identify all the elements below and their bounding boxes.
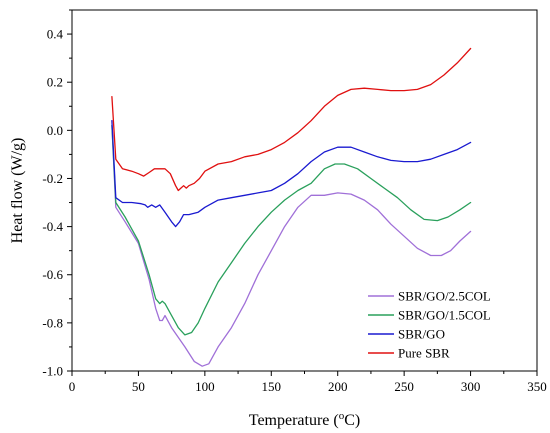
y-tick-label: -0.2	[42, 171, 63, 186]
y-tick-label: -0.8	[42, 315, 63, 330]
y-tick-label: -0.4	[42, 219, 63, 234]
series-line-1	[111, 124, 472, 336]
y-tick-label: 0.0	[47, 123, 63, 138]
x-tick-label: 200	[328, 379, 348, 394]
x-tick-label: 250	[394, 379, 414, 394]
legend-label: SBR/GO/1.5COL	[398, 308, 491, 323]
x-tick-label: 50	[132, 379, 145, 394]
x-axis-title-main: Temperature (	[249, 412, 339, 429]
series-line-3	[111, 47, 472, 192]
y-tick-label: -0.6	[42, 267, 63, 282]
y-axis-title: Heat flow (W/g)	[9, 138, 26, 244]
legend-label: SBR/GO	[398, 327, 445, 342]
series-line-0	[111, 124, 472, 367]
x-tick-label: 0	[69, 379, 76, 394]
x-tick-label: 100	[195, 379, 215, 394]
legend: SBR/GO/2.5COL SBR/GO/1.5COL SBR/GO Pure SBR	[368, 289, 491, 361]
x-axis-ticks: 0 50 100 150 200 250 300 350	[69, 371, 547, 394]
y-tick-label: -1.0	[42, 364, 63, 379]
x-tick-label: 300	[461, 379, 481, 394]
plot-marks	[111, 47, 472, 367]
y-tick-label: 0.2	[47, 75, 63, 90]
x-axis-title-suffix: C)	[344, 412, 360, 429]
x-axis-title: Temperature (oC)	[249, 410, 360, 429]
x-tick-label: 150	[262, 379, 282, 394]
x-axis-title-sup: o	[339, 410, 345, 422]
series-line-2	[111, 120, 472, 228]
x-tick-label: 350	[527, 379, 547, 394]
y-tick-label: 0.4	[47, 27, 64, 42]
legend-label: Pure SBR	[398, 346, 450, 361]
y-axis-ticks: 0.4 0.2 0.0 -0.2 -0.4 -0.6 -0.8 -1.0	[42, 9, 72, 379]
legend-label: SBR/GO/2.5COL	[398, 289, 491, 304]
